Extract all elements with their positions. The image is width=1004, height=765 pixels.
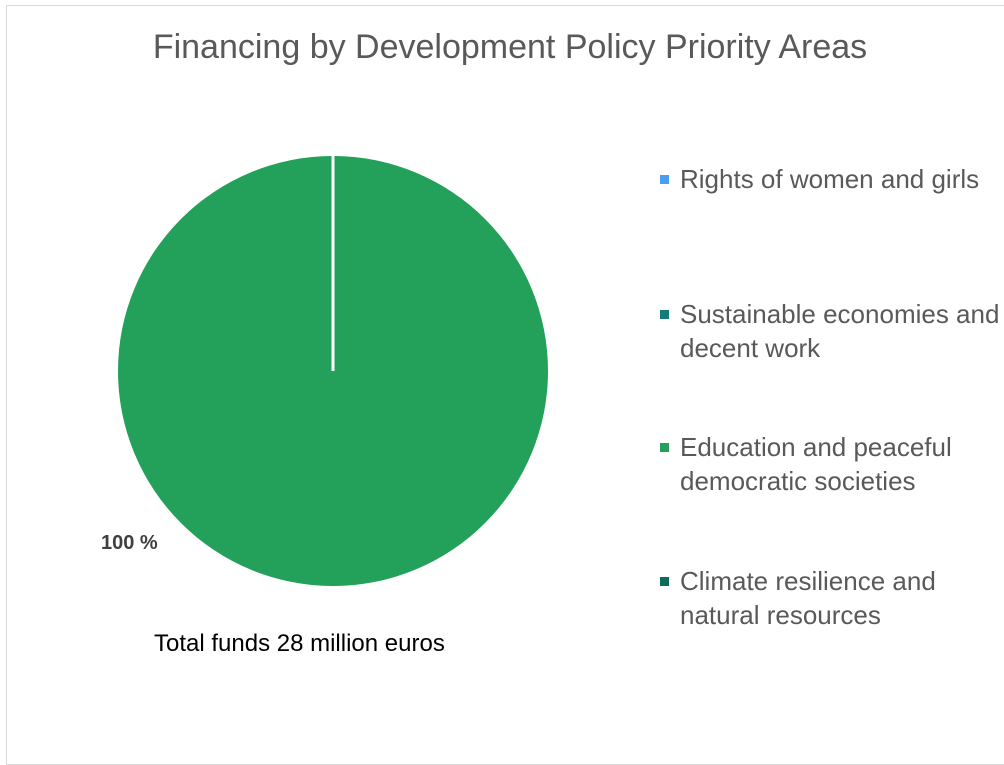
- legend-item-climate-resilience: Climate resilience and natural resources: [660, 564, 1000, 664]
- legend-swatch-sustainable-economies: [660, 310, 669, 319]
- legend-item-sustainable-economies: Sustainable economies and decent work: [660, 297, 1000, 397]
- legend-label-education-peaceful-societies: Education and peaceful democratic societ…: [680, 432, 952, 496]
- total-funds-caption: Total funds 28 million euros: [154, 630, 445, 657]
- chart-title: Financing by Development Policy Priority…: [152, 28, 868, 66]
- legend-label-climate-resilience: Climate resilience and natural resources: [680, 566, 936, 630]
- pie-chart: [118, 156, 548, 586]
- legend-swatch-rights-women-girls: [660, 175, 669, 184]
- legend-swatch-education-peaceful-societies: [660, 443, 669, 452]
- data-label-education: 100 %: [101, 532, 158, 554]
- legend: Rights of women and girls Sustainable ec…: [660, 162, 1000, 664]
- legend-label-sustainable-economies: Sustainable economies and decent work: [680, 299, 1000, 363]
- legend-item-education-peaceful-societies: Education and peaceful democratic societ…: [660, 430, 1000, 530]
- legend-item-rights-women-girls: Rights of women and girls: [660, 162, 1000, 262]
- legend-label-rights-women-girls: Rights of women and girls: [680, 164, 980, 194]
- legend-swatch-climate-resilience: [660, 577, 669, 586]
